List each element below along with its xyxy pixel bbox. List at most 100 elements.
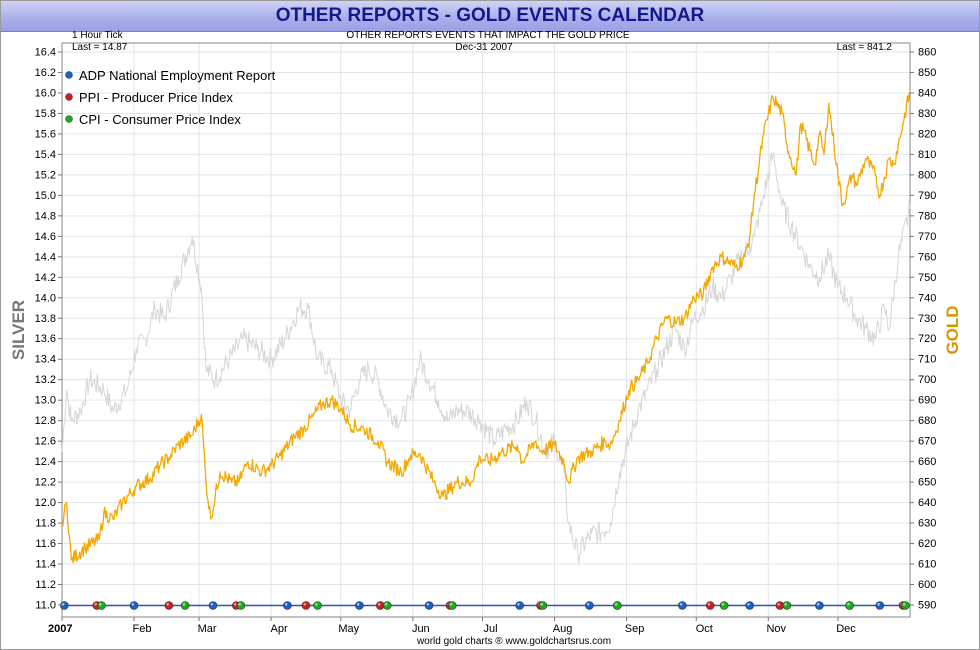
silver-series [61, 151, 911, 565]
cpi-event-marker [845, 601, 854, 610]
adp-event-marker [815, 601, 824, 610]
right-tick-label: 660 [918, 456, 936, 468]
right-tick-label: 770 [918, 231, 936, 243]
right-tick-label: 830 [918, 108, 936, 120]
marker-highlight [315, 603, 318, 606]
marker-highlight [614, 603, 618, 606]
legend-label: ADP National Employment Report [79, 68, 276, 83]
cpi-event-marker [313, 601, 322, 610]
right-tick-label: 740 [918, 292, 936, 304]
right-tick-label: 850 [918, 67, 936, 79]
marker-highlight [777, 603, 780, 606]
marker-highlight [517, 603, 520, 606]
legend: ADP National Employment Report PPI - Prod… [65, 68, 276, 127]
right-tick-label: 600 [918, 579, 936, 591]
marker-highlight [426, 603, 430, 606]
marker-highlight [784, 603, 787, 606]
adp-event-marker [355, 601, 364, 610]
left-tick-label: 15.0 [35, 190, 56, 202]
last-silver-label: Last = 14.87 [72, 42, 128, 53]
right-tick-label: 590 [918, 600, 936, 612]
marker-highlight [384, 603, 388, 606]
marker-highlight [540, 603, 544, 606]
silver-axis-label: SILVER [9, 300, 28, 360]
left-tick-label: 14.2 [35, 272, 56, 284]
left-tick-label: 15.8 [35, 108, 56, 120]
marker-highlight [356, 603, 360, 606]
marker-highlight [847, 603, 850, 606]
left-tick-label: 15.4 [35, 149, 56, 161]
marker-highlight [721, 603, 725, 606]
x-tick-label: 2007 [48, 623, 72, 635]
left-tick-label: 13.0 [35, 395, 56, 407]
cpi-event-marker [782, 601, 792, 610]
cpi-event-marker [612, 601, 622, 610]
marker-highlight [303, 603, 307, 606]
ppi-legend-icon [65, 93, 73, 101]
marker-highlight [586, 603, 590, 606]
left-tick-label: 15.2 [35, 169, 56, 181]
ppi-event-marker [705, 601, 715, 610]
chart-subtitle: OTHER REPORTS EVENTS THAT IMPACT THE GOL… [346, 30, 630, 41]
right-tick-label: 760 [918, 251, 936, 263]
right-tick-label: 680 [918, 415, 936, 427]
x-tick-label: Dec [836, 623, 856, 635]
cpi-legend-icon [65, 115, 73, 123]
right-tick-label: 800 [918, 169, 936, 181]
right-tick-label: 810 [918, 149, 936, 161]
marker-highlight [284, 603, 288, 606]
right-tick-label: 790 [918, 190, 936, 202]
right-axis-ticks: 590 600 610 620 630 640 650 660 670 680 690 700 710 7… [910, 47, 936, 612]
right-tick-label: 650 [918, 477, 936, 489]
tick-interval-label: 1 Hour Tick [72, 30, 124, 41]
gold-line [61, 90, 911, 564]
cpi-event-marker [180, 601, 190, 610]
left-tick-label: 14.4 [35, 251, 56, 263]
x-tick-label: Sep [625, 623, 645, 635]
silver-line [61, 151, 911, 565]
last-gold-label: Last = 841.2 [837, 42, 893, 53]
left-tick-label: 11.0 [35, 600, 56, 612]
left-tick-label: 13.8 [35, 313, 56, 325]
left-tick-label: 13.2 [35, 374, 56, 386]
adp-event-marker [515, 601, 524, 610]
right-tick-label: 730 [918, 313, 936, 325]
marker-highlight [877, 603, 880, 606]
footer-credit: world gold charts ® www.goldchartsrus.co… [416, 636, 611, 647]
marker-highlight [61, 603, 65, 606]
left-tick-label: 11.2 [35, 579, 56, 591]
x-tick-label: May [338, 623, 359, 635]
cpi-event-marker [538, 601, 548, 610]
gold-series [61, 90, 911, 564]
left-tick-label: 16.0 [35, 87, 56, 99]
x-tick-label: Nov [766, 623, 786, 635]
marker-highlight [707, 603, 711, 606]
adp-legend-icon [65, 71, 73, 79]
left-tick-label: 12.8 [35, 415, 56, 427]
x-tick-label: Apr [271, 623, 288, 635]
right-tick-label: 640 [918, 497, 936, 509]
right-tick-label: 720 [918, 333, 936, 345]
adp-event-marker [678, 601, 687, 610]
right-tick-label: 860 [918, 47, 936, 59]
x-tick-label: Aug [553, 623, 573, 635]
x-tick-label: Mar [198, 623, 217, 635]
left-tick-label: 12.0 [35, 497, 56, 509]
x-tick-label: Jun [412, 623, 430, 635]
right-tick-label: 670 [918, 436, 936, 448]
right-tick-label: 700 [918, 374, 936, 386]
left-tick-label: 11.6 [35, 538, 56, 550]
right-tick-label: 620 [918, 538, 936, 550]
adp-event-marker [424, 601, 434, 610]
right-tick-label: 780 [918, 210, 936, 222]
left-tick-label: 12.2 [35, 477, 56, 489]
marker-highlight [98, 603, 102, 606]
marker-highlight [210, 603, 214, 606]
left-tick-label: 15.6 [35, 128, 56, 140]
chart-title: OTHER REPORTS - GOLD EVENTS CALENDAR [1, 1, 979, 32]
left-tick-label: 16.2 [35, 67, 56, 79]
grid [61, 43, 910, 617]
cpi-event-marker [448, 601, 457, 610]
left-tick-label: 13.4 [35, 354, 56, 366]
